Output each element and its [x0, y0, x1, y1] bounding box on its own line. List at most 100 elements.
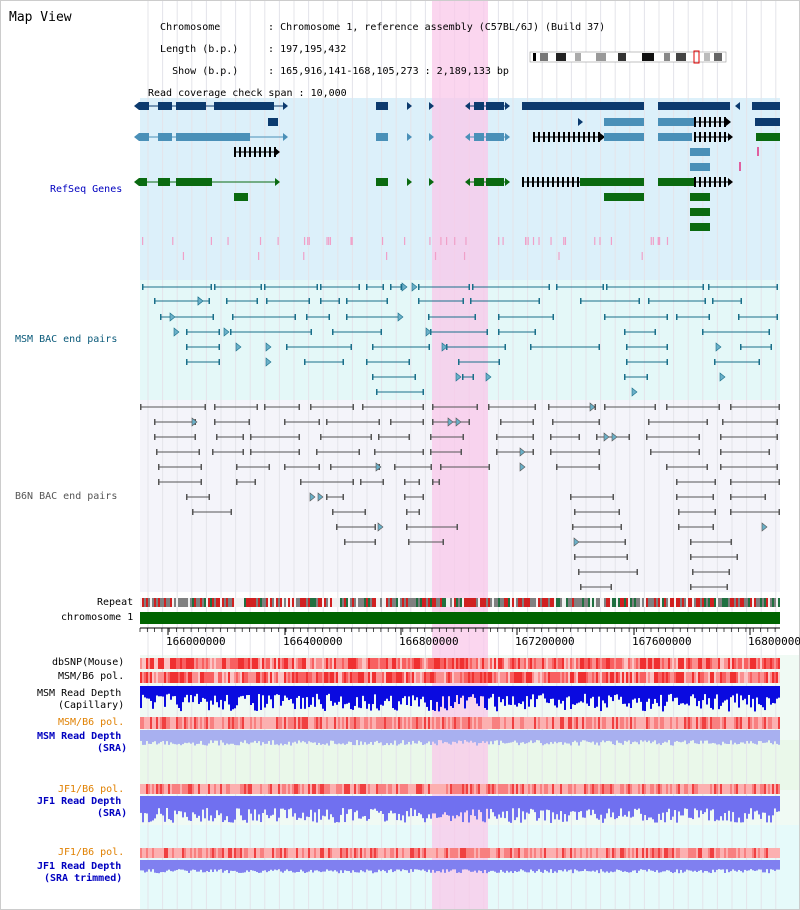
heatmap-cell: [768, 848, 770, 858]
depth-bar: [410, 686, 412, 706]
depth-bar: [628, 796, 630, 812]
b6n-bac-label[interactable]: B6N BAC end pairs: [15, 491, 118, 502]
depth-bar: [428, 686, 430, 711]
depth-bar: [202, 796, 204, 810]
depth-bar: [618, 860, 620, 871]
ideogram-band: [714, 53, 722, 61]
repeat-element: [722, 598, 724, 607]
bac-end: [770, 344, 772, 350]
heatmap-cell: [696, 658, 698, 669]
heatmap-cell: [274, 848, 276, 858]
depth-bar: [394, 860, 396, 872]
repeat-element: [284, 598, 286, 607]
heatmap-cell: [744, 717, 746, 729]
depth-bar: [714, 860, 716, 873]
depth-bar: [664, 860, 666, 872]
depth-bar: [600, 730, 602, 743]
repeat-element: [370, 598, 372, 607]
depth-bar: [644, 860, 646, 870]
heatmap-cell: [612, 784, 614, 794]
depth-bar: [648, 796, 650, 818]
heatmap-cell: [368, 717, 370, 729]
depth-bar: [756, 730, 758, 745]
depth-bar: [716, 796, 718, 820]
bac-end: [574, 554, 576, 560]
refseq-genes-label[interactable]: RefSeq Genes: [50, 184, 123, 195]
depth-bar: [594, 686, 596, 708]
heatmap-cell: [490, 717, 492, 729]
bac-end: [418, 509, 420, 515]
gene-arrow: [726, 118, 731, 126]
heatmap-cell: [334, 672, 336, 683]
heatmap-cell: [566, 848, 568, 858]
bac-end: [462, 434, 464, 440]
heatmap-cell: [448, 658, 450, 669]
heatmap-cell: [298, 717, 300, 729]
repeat-element: [154, 598, 156, 607]
heatmap-cell: [380, 717, 382, 729]
depth-bar: [230, 796, 232, 823]
bac-end: [666, 314, 668, 320]
bac-single-end: [455, 417, 462, 427]
depth-bar: [170, 860, 172, 872]
heatmap-cell: [492, 672, 494, 683]
heatmap-cell: [482, 658, 484, 669]
gene-exon: [376, 133, 388, 141]
depth-bar: [628, 860, 630, 873]
depth-bar: [578, 730, 580, 746]
heatmap-cell: [700, 717, 702, 729]
repeat-element: [220, 598, 222, 607]
heatmap-cell: [690, 717, 692, 729]
depth-bar: [656, 686, 658, 703]
bac-end: [692, 569, 694, 575]
heatmap-cell: [598, 848, 600, 858]
heatmap-cell: [466, 848, 468, 858]
heatmap-cell: [170, 658, 172, 669]
heatmap-cell: [432, 672, 434, 683]
heatmap-cell: [598, 717, 600, 729]
repeat-element: [566, 598, 568, 607]
repeat-element: [328, 598, 330, 607]
depth-bar: [778, 686, 780, 698]
depth-bar: [654, 730, 656, 741]
depth-bar: [684, 796, 686, 809]
bac-end: [730, 404, 732, 410]
heatmap-cell: [746, 784, 748, 794]
depth-bar: [490, 686, 492, 698]
heatmap-cell: [378, 784, 380, 794]
msm-bac-label[interactable]: MSM BAC end pairs: [15, 334, 118, 345]
heatmap-cell: [592, 658, 594, 669]
heatmap-cell: [314, 658, 316, 669]
heatmap-cell: [752, 717, 754, 729]
heatmap-cell: [296, 672, 298, 683]
depth-bar: [530, 796, 532, 809]
depth-bar: [206, 730, 208, 746]
heatmap-cell: [358, 672, 360, 683]
depth-bar: [470, 796, 472, 816]
heatmap-cell: [752, 848, 754, 858]
heatmap-cell: [668, 658, 670, 669]
repeat-element: [314, 598, 316, 607]
heatmap-cell: [210, 717, 212, 729]
heatmap-cell: [724, 848, 726, 858]
ideogram-band: [540, 53, 548, 61]
depth-bar: [322, 796, 324, 816]
heatmap-cell: [778, 658, 780, 669]
heatmap-cell: [374, 848, 376, 858]
heatmap-cell: [606, 717, 608, 729]
depth-bar: [662, 860, 664, 872]
depth-bar: [204, 796, 206, 819]
heatmap-cell: [714, 658, 716, 669]
depth-bar: [758, 730, 760, 741]
heatmap-cell: [240, 672, 242, 683]
depth-bar: [478, 730, 480, 744]
depth-bar: [564, 730, 566, 743]
heatmap-cell: [506, 672, 508, 683]
gene-arrow: [429, 102, 434, 110]
heatmap-cell: [726, 658, 728, 669]
repeat-element: [230, 598, 232, 607]
depth-bar: [554, 860, 556, 872]
depth-bar: [472, 686, 474, 695]
heatmap-cell: [330, 717, 332, 729]
heatmap-cell: [176, 848, 178, 858]
